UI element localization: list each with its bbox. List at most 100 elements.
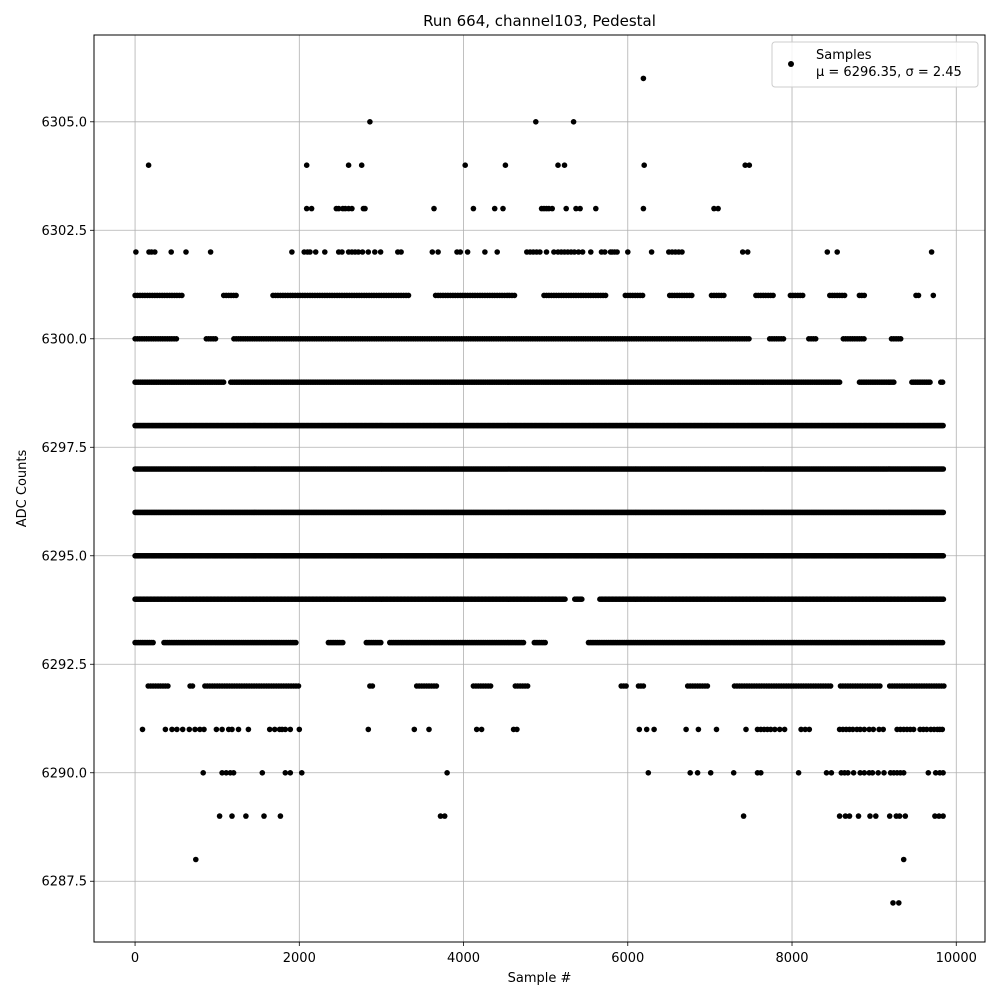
data-point [780, 336, 787, 342]
data-point [192, 726, 198, 733]
data-point [593, 205, 599, 212]
data-point [873, 813, 879, 819]
data-point [930, 292, 937, 299]
data-point [739, 249, 746, 255]
data-point [365, 726, 372, 733]
points-layer [132, 75, 947, 906]
data-point [940, 553, 947, 559]
data-point [233, 292, 239, 299]
data-point [133, 249, 139, 255]
data-point [861, 336, 867, 342]
data-point [940, 813, 946, 819]
data-point [767, 726, 774, 733]
data-point [896, 900, 902, 906]
data-point [636, 726, 643, 733]
data-point [707, 770, 714, 776]
data-point [939, 639, 946, 646]
data-point [940, 422, 946, 429]
data-point [150, 639, 156, 646]
data-point [900, 770, 907, 776]
data-point [372, 249, 378, 255]
data-point [340, 639, 346, 646]
data-point [551, 249, 557, 255]
data-point [743, 726, 749, 733]
data-point [378, 639, 384, 646]
data-point [514, 726, 520, 733]
data-point [139, 726, 146, 733]
data-point [850, 726, 856, 733]
data-point [891, 379, 897, 386]
data-point [444, 770, 450, 776]
data-point [411, 726, 418, 733]
data-point [689, 292, 695, 299]
data-point [573, 205, 579, 212]
data-point [322, 249, 328, 255]
data-point [162, 726, 169, 733]
data-point [207, 249, 214, 255]
data-point [694, 770, 701, 776]
data-point [841, 292, 848, 299]
data-point [845, 770, 851, 776]
data-point [482, 249, 488, 255]
data-point [487, 683, 494, 689]
data-point [437, 813, 444, 819]
data-point [398, 249, 404, 255]
data-point [855, 813, 862, 819]
data-point [834, 249, 840, 255]
data-point [897, 336, 904, 342]
data-point [772, 726, 778, 733]
data-point [339, 249, 345, 255]
data-point [500, 205, 506, 212]
data-point [183, 249, 189, 255]
data-point [174, 726, 180, 733]
data-point [524, 683, 531, 689]
data-point [940, 596, 947, 602]
data-point [828, 770, 835, 776]
data-point [426, 726, 432, 733]
data-point [282, 726, 289, 733]
data-point [602, 292, 609, 299]
data-point [927, 379, 933, 386]
data-point [462, 162, 469, 168]
data-point [641, 162, 647, 168]
data-point [562, 596, 568, 602]
data-point [179, 726, 186, 733]
data-point [866, 726, 872, 733]
data-point [491, 205, 498, 212]
data-point [687, 770, 693, 776]
data-point [533, 119, 539, 125]
data-point [494, 249, 501, 255]
data-point [795, 770, 802, 776]
data-point [900, 856, 907, 863]
data-point [579, 249, 586, 255]
data-point [189, 683, 196, 689]
data-point [869, 770, 876, 776]
data-point [520, 639, 527, 646]
data-point [312, 249, 319, 255]
data-point [936, 813, 942, 819]
data-point [896, 813, 903, 819]
data-point [405, 292, 412, 299]
data-point [857, 726, 863, 733]
data-point [295, 683, 302, 689]
data-point [867, 813, 873, 819]
data-point [571, 249, 578, 255]
data-point [711, 205, 717, 212]
data-point [939, 726, 946, 733]
data-point [602, 249, 608, 255]
data-point [173, 336, 180, 342]
data-point [614, 249, 620, 255]
data-point [925, 770, 932, 776]
data-point [645, 770, 652, 776]
data-point [940, 770, 946, 776]
data-point [746, 162, 753, 168]
data-point [881, 770, 887, 776]
data-point [932, 813, 938, 819]
data-point [235, 726, 242, 733]
data-point [776, 726, 783, 733]
data-point [152, 249, 158, 255]
data-point [335, 205, 342, 212]
data-point [299, 770, 305, 776]
